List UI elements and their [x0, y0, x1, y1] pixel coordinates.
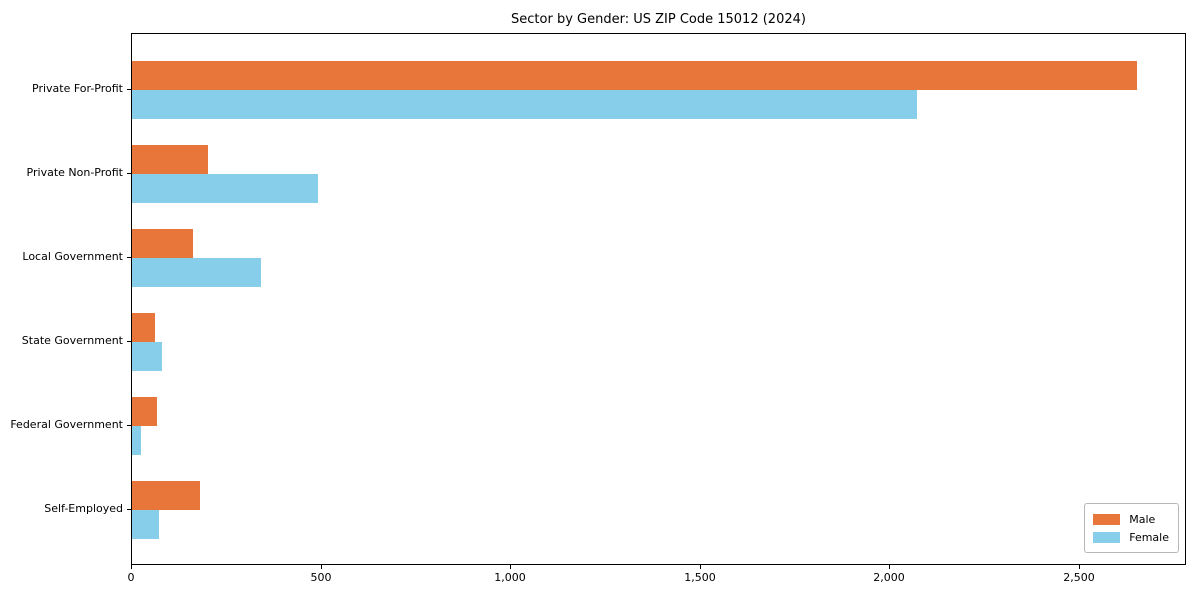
- xtick-mark: [889, 565, 890, 569]
- ytick-label: Private For-Profit: [32, 82, 123, 95]
- xtick-label: 2,500: [1063, 571, 1095, 584]
- bar-female-federal-government: [132, 426, 141, 455]
- bar-female-state-government: [132, 342, 162, 371]
- ytick-mark: [127, 509, 131, 510]
- xtick-mark: [131, 565, 132, 569]
- xtick-label: 1,000: [494, 571, 526, 584]
- ytick-mark: [127, 257, 131, 258]
- xtick-label: 0: [127, 571, 135, 584]
- xtick-mark: [1079, 565, 1080, 569]
- ytick-mark: [127, 425, 131, 426]
- bar-female-private-non-profit: [132, 174, 318, 203]
- ytick-label: Federal Government: [10, 418, 123, 431]
- xtick-label: 500: [310, 571, 332, 584]
- xtick-mark: [700, 565, 701, 569]
- bar-male-private-non-profit: [132, 145, 208, 174]
- ytick-label: State Government: [21, 334, 123, 347]
- bar-male-state-government: [132, 313, 155, 342]
- legend-row-male: Male: [1093, 510, 1169, 528]
- plot-area: Male Female: [131, 33, 1186, 565]
- bar-female-private-for-profit: [132, 90, 917, 119]
- xtick-label: 1,500: [684, 571, 716, 584]
- ytick-mark: [127, 89, 131, 90]
- ytick-label: Local Government: [22, 250, 123, 263]
- ytick-mark: [127, 341, 131, 342]
- legend-label: Male: [1129, 512, 1156, 526]
- bar-male-self-employed: [132, 481, 200, 510]
- bar-female-local-government: [132, 258, 261, 287]
- xtick-mark: [510, 565, 511, 569]
- legend-label: Female: [1129, 530, 1169, 544]
- xtick-mark: [321, 565, 322, 569]
- legend-swatch-male: [1093, 513, 1121, 525]
- legend: Male Female: [1084, 503, 1179, 553]
- xtick-label: 2,000: [873, 571, 905, 584]
- legend-swatch-female: [1093, 531, 1121, 543]
- ytick-label: Self-Employed: [44, 502, 123, 515]
- legend-row-female: Female: [1093, 528, 1169, 546]
- chart-title: Sector by Gender: US ZIP Code 15012 (202…: [511, 12, 806, 27]
- ytick-mark: [127, 173, 131, 174]
- bar-male-private-for-profit: [132, 61, 1137, 90]
- bar-female-self-employed: [132, 510, 159, 539]
- ytick-label: Private Non-Profit: [26, 166, 123, 179]
- bar-male-federal-government: [132, 397, 157, 426]
- bar-male-local-government: [132, 229, 193, 258]
